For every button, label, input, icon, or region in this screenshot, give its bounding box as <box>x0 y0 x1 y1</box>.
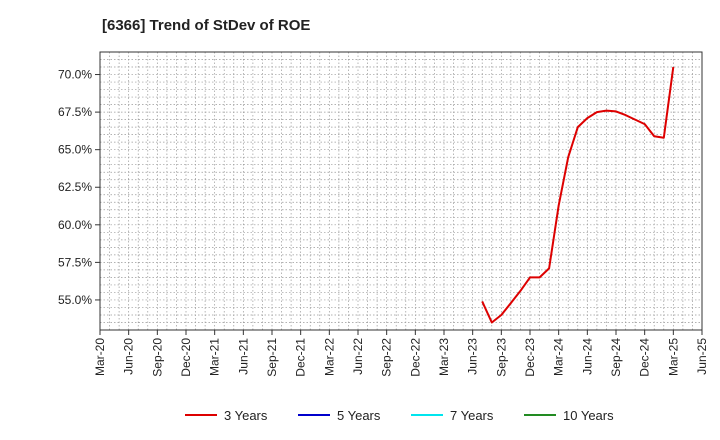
x-tick-label: Sep-24 <box>609 338 623 377</box>
x-tick-label: Mar-24 <box>552 338 566 376</box>
x-tick-label: Dec-20 <box>179 338 193 377</box>
legend: 3 Years 5 Years 7 Years 10 Years <box>185 408 614 423</box>
x-tick-label: Mar-23 <box>437 338 451 376</box>
series-line-3-years <box>481 66 675 324</box>
legend-label: 5 Years <box>337 408 381 423</box>
x-tick-label: Dec-22 <box>408 338 422 377</box>
x-tick-label: Jun-23 <box>466 338 480 375</box>
y-tick-label: 70.0% <box>58 68 92 82</box>
x-tick-label: Mar-21 <box>208 338 222 376</box>
y-tick-label: 57.5% <box>58 255 92 269</box>
plot-background <box>100 52 702 330</box>
y-tick-label: 62.5% <box>58 180 92 194</box>
legend-label: 10 Years <box>563 408 614 423</box>
x-tick-label: Jun-22 <box>351 338 365 375</box>
y-tick-label: 55.0% <box>58 293 92 307</box>
x-tick-label: Jun-20 <box>122 338 136 375</box>
y-tick-label: 65.0% <box>58 143 92 157</box>
legend-label: 3 Years <box>224 408 268 423</box>
x-tick-label: Dec-23 <box>523 338 537 377</box>
x-tick-label: Mar-22 <box>322 338 336 376</box>
x-tick-label: Mar-20 <box>93 338 107 376</box>
x-tick-label: Jun-24 <box>580 338 594 375</box>
chart-title: [6366] Trend of StDev of ROE <box>102 17 310 34</box>
x-tick-label: Sep-20 <box>150 338 164 377</box>
x-tick-label: Sep-21 <box>265 338 279 377</box>
plot-area: 55.0% 57.5% 60.0% 62.5% 65.0% 67.5% 70.0% Mar-2… <box>58 51 709 377</box>
x-tick-label: Jun-21 <box>236 338 250 375</box>
x-tick-label: Jun-25 <box>695 338 709 375</box>
legend-label: 7 Years <box>450 408 494 423</box>
y-tick-label: 60.0% <box>58 218 92 232</box>
x-tick-label: Sep-22 <box>380 338 394 377</box>
x-tick-label: Dec-24 <box>638 338 652 377</box>
plot-border <box>99 51 703 331</box>
x-tick-label: Sep-23 <box>494 338 508 377</box>
x-tick-label: Dec-21 <box>294 338 308 377</box>
y-tick-label: 67.5% <box>58 105 92 119</box>
x-tick-label: Mar-25 <box>666 338 680 376</box>
